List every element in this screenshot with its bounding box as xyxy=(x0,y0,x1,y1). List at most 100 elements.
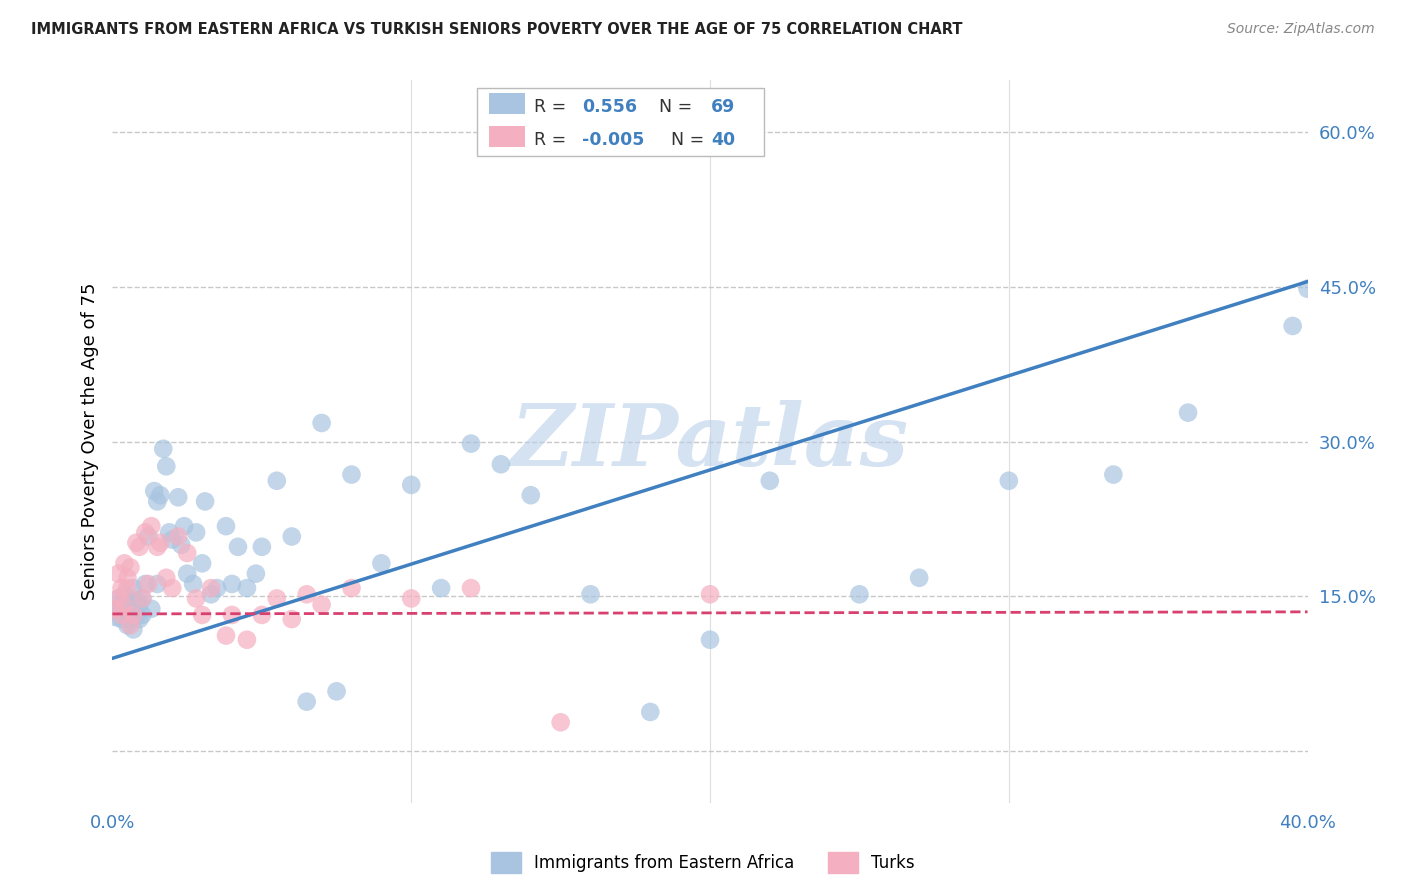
Point xyxy=(311,598,333,612)
Point xyxy=(134,577,156,591)
Point xyxy=(236,632,259,647)
Point xyxy=(117,591,139,606)
Point xyxy=(152,442,174,456)
Point xyxy=(281,529,304,543)
Text: -0.005: -0.005 xyxy=(582,131,644,149)
Text: Source: ZipAtlas.com: Source: ZipAtlas.com xyxy=(1227,22,1375,37)
Point xyxy=(120,560,142,574)
FancyBboxPatch shape xyxy=(477,87,763,156)
Point xyxy=(370,557,392,571)
Point xyxy=(125,593,148,607)
Point xyxy=(114,587,135,601)
Point xyxy=(699,632,721,647)
Point xyxy=(205,581,228,595)
Point xyxy=(215,519,238,533)
Point xyxy=(120,618,142,632)
Point xyxy=(221,577,243,591)
Point xyxy=(1177,406,1199,420)
Point xyxy=(128,540,150,554)
Point xyxy=(266,474,288,488)
Point xyxy=(266,591,288,606)
Point xyxy=(460,581,482,595)
Point xyxy=(131,607,153,622)
Point xyxy=(120,612,142,626)
Point xyxy=(149,488,172,502)
Point xyxy=(107,591,129,606)
Point xyxy=(186,591,208,606)
Point xyxy=(104,610,127,624)
Text: R =: R = xyxy=(534,131,572,149)
Point xyxy=(162,581,183,595)
Point xyxy=(146,494,169,508)
Point xyxy=(134,525,156,540)
Point xyxy=(176,566,198,581)
Point xyxy=(131,591,153,606)
Point xyxy=(114,598,135,612)
Point xyxy=(162,533,183,547)
FancyBboxPatch shape xyxy=(489,126,524,147)
Text: R =: R = xyxy=(534,98,572,116)
Point xyxy=(640,705,662,719)
Text: N =: N = xyxy=(659,131,710,149)
Point xyxy=(1296,282,1319,296)
Text: N =: N = xyxy=(648,98,697,116)
Point xyxy=(194,494,217,508)
Point xyxy=(114,557,135,571)
Point xyxy=(110,612,132,626)
Point xyxy=(110,581,132,595)
Point xyxy=(998,474,1021,488)
Point xyxy=(143,484,166,499)
Point xyxy=(176,546,198,560)
Point xyxy=(340,467,363,482)
Point xyxy=(110,597,132,611)
Point xyxy=(157,525,180,540)
Point xyxy=(122,581,145,595)
Point xyxy=(173,519,195,533)
Text: IMMIGRANTS FROM EASTERN AFRICA VS TURKISH SENIORS POVERTY OVER THE AGE OF 75 COR: IMMIGRANTS FROM EASTERN AFRICA VS TURKIS… xyxy=(31,22,963,37)
Point xyxy=(1102,467,1125,482)
Point xyxy=(579,587,602,601)
Point xyxy=(200,581,222,595)
Point xyxy=(107,601,129,615)
Point xyxy=(759,474,782,488)
Point xyxy=(155,571,177,585)
Point xyxy=(104,601,127,615)
Point xyxy=(221,607,243,622)
Point xyxy=(128,597,150,611)
Point xyxy=(128,612,150,626)
Point xyxy=(138,577,160,591)
Point xyxy=(295,695,318,709)
Point xyxy=(117,581,139,595)
Point xyxy=(186,525,208,540)
Point xyxy=(120,597,142,611)
Point xyxy=(167,490,190,504)
Point xyxy=(250,540,273,554)
Point xyxy=(117,618,139,632)
Point xyxy=(146,577,169,591)
Point xyxy=(489,457,512,471)
Point xyxy=(114,601,135,615)
Text: 69: 69 xyxy=(711,98,735,116)
Point xyxy=(460,436,482,450)
Point xyxy=(1281,318,1303,333)
Point xyxy=(146,540,169,554)
Point xyxy=(117,571,139,585)
Point xyxy=(401,478,423,492)
Point xyxy=(215,629,238,643)
Point xyxy=(107,591,129,606)
Point xyxy=(281,612,304,626)
Point xyxy=(125,535,148,549)
Point xyxy=(110,607,132,622)
Point xyxy=(107,566,129,581)
Point xyxy=(908,571,931,585)
Point xyxy=(138,529,160,543)
Point xyxy=(848,587,870,601)
Point xyxy=(430,581,453,595)
Text: ZIPatlas: ZIPatlas xyxy=(510,400,910,483)
FancyBboxPatch shape xyxy=(489,93,524,114)
Point xyxy=(155,459,177,474)
Point xyxy=(191,607,214,622)
Point xyxy=(131,591,153,606)
Y-axis label: Seniors Poverty Over the Age of 75: Seniors Poverty Over the Age of 75 xyxy=(80,283,98,600)
Point xyxy=(250,607,273,622)
